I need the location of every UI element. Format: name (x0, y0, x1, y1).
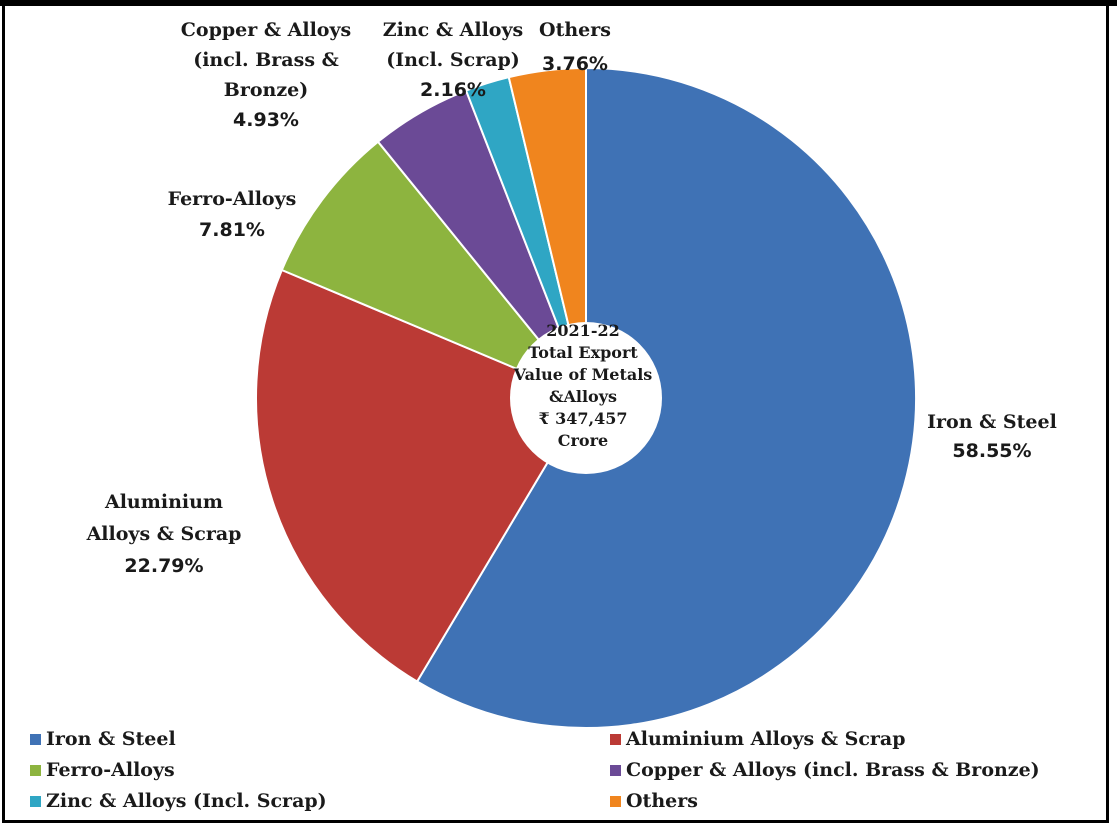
slice-label: Bronze) (224, 79, 308, 101)
slice-labels-group: Iron & Steel 58.55% Aluminium Alloys & Scra… (86, 19, 1057, 577)
slice-label-group: Ferro-Alloys 7.81% (168, 188, 297, 241)
legend-swatch (30, 764, 41, 776)
slices-group (255, 66, 917, 729)
slice-label-group: Aluminium Alloys & Scrap 22.79% (86, 491, 242, 577)
legend-label: Aluminium Alloys & Scrap (626, 728, 906, 750)
slice-label-group: Copper & Alloys (incl. Brass & Bronze) 4.93… (181, 19, 351, 131)
slice-label: Aluminium (104, 491, 223, 513)
legend-label: Iron & Steel (46, 728, 176, 750)
legend-label: Ferro-Alloys (46, 759, 175, 781)
chart-frame (2, 3, 1109, 823)
slice-label: (Incl. Scrap) (386, 49, 520, 71)
legend-swatch (30, 733, 41, 745)
slice-label-group: Others 3.76% (539, 19, 611, 75)
pie-slice-aluminium-alloys-scrap (255, 268, 588, 683)
slice-value-label: 3.76% (542, 53, 608, 75)
slice-label: Others (539, 19, 611, 41)
center-text-line: Crore (558, 431, 608, 450)
legend-item-aluminium: Aluminium Alloys & Scrap (610, 728, 906, 750)
legend-item-copper: Copper & Alloys (incl. Brass & Bronze) (610, 759, 1040, 781)
legend-swatch (610, 764, 621, 776)
legend-item-others: Others (610, 790, 698, 812)
center-label: 2021-22 Total Export Value of Metals&Alloy… (513, 321, 653, 450)
legend-swatch (610, 733, 621, 745)
pie-slice-ferro-alloys (280, 140, 587, 399)
legend-swatch (30, 795, 41, 807)
legend-swatch (610, 795, 621, 807)
slice-label: Zinc & Alloys (383, 19, 523, 41)
legend-label: Others (626, 790, 698, 812)
slice-label: Ferro-Alloys (168, 188, 297, 210)
slice-label: Alloys & Scrap (86, 523, 242, 545)
slice-value-label: 58.55% (952, 440, 1031, 462)
slice-label: (incl. Brass & (193, 49, 339, 71)
slice-value-label: 4.93% (233, 109, 299, 131)
slice-label: Copper & Alloys (181, 19, 351, 41)
slice-label-group: Zinc & Alloys (Incl. Scrap) 2.16% (383, 19, 523, 101)
legend-item-zinc: Zinc & Alloys (Incl. Scrap) (30, 790, 327, 812)
slice-value-label: 7.81% (199, 219, 265, 241)
center-text-line: ₹ 347,457 (538, 409, 627, 428)
center-text-line: Value of Metals (513, 365, 653, 384)
slice-value-label: 2.16% (420, 79, 486, 101)
legend-label: Zinc & Alloys (Incl. Scrap) (46, 790, 327, 812)
legend-item-iron-steel: Iron & Steel (30, 728, 176, 750)
center-text-line: Total Export (528, 343, 638, 362)
legend: Iron & Steel Aluminium Alloys & Scrap Fe… (22, 728, 1102, 818)
legend-item-ferro-alloys: Ferro-Alloys (30, 759, 175, 781)
center-text-line: &Alloys (549, 387, 617, 406)
pie-slice-iron-steel (415, 66, 917, 729)
pie-slice-others (507, 66, 587, 399)
legend-label: Copper & Alloys (incl. Brass & Bronze) (626, 759, 1040, 781)
doughnut-hole (510, 322, 662, 474)
center-text-line: 2021-22 (546, 321, 619, 340)
slice-label-group: Iron & Steel 58.55% (927, 411, 1057, 462)
slice-value-label: 22.79% (124, 555, 203, 577)
slice-label: Iron & Steel (927, 411, 1057, 433)
